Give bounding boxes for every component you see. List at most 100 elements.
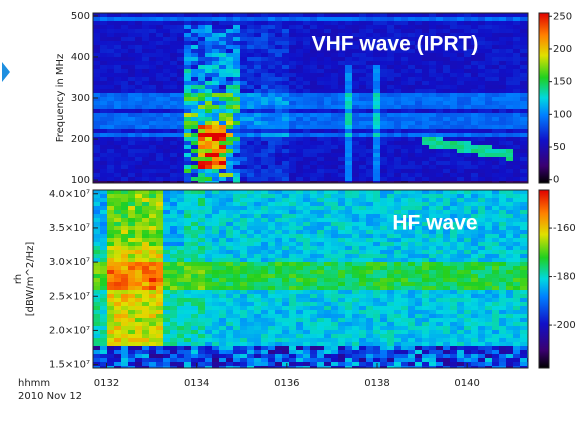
- spectrogram-cell: [352, 165, 359, 169]
- spectrogram-cell: [184, 206, 191, 210]
- spectrogram-cell: [520, 65, 527, 69]
- spectrogram-cell: [156, 125, 163, 129]
- spectrogram-cell: [170, 286, 177, 290]
- spectrogram-cell: [142, 330, 149, 334]
- spectrogram-cell: [282, 222, 289, 226]
- spectrogram-cell: [128, 234, 135, 238]
- spectrogram-cell: [436, 177, 443, 181]
- spectrogram-cell: [212, 214, 219, 218]
- spectrogram-cell: [156, 214, 163, 218]
- spectrogram-cell: [366, 258, 373, 262]
- spectrogram-cell: [121, 117, 128, 121]
- spectrogram-cell: [149, 246, 156, 250]
- spectrogram-cell: [128, 125, 135, 129]
- spectrogram-cell: [352, 41, 359, 45]
- spectrogram-cell: [499, 274, 506, 278]
- spectrogram-cell: [135, 254, 142, 258]
- spectrogram-cell: [107, 262, 114, 266]
- spectrogram-cell: [345, 282, 352, 286]
- spectrogram-cell: [310, 117, 317, 121]
- spectrogram-cell: [352, 53, 359, 57]
- spectrogram-cell: [317, 165, 324, 169]
- spectrogram-cell: [142, 169, 149, 173]
- spectrogram-cell: [100, 121, 107, 125]
- spectrogram-cell: [499, 298, 506, 302]
- spectrogram-cell: [324, 266, 331, 270]
- spectrogram-cell: [191, 133, 198, 137]
- spectrogram-cell: [135, 137, 142, 141]
- spectrogram-cell: [226, 322, 233, 326]
- spectrogram-cell: [163, 153, 170, 157]
- spectrogram-cell: [485, 133, 492, 137]
- spectrogram-cell: [415, 109, 422, 113]
- spectrogram-cell: [114, 198, 121, 202]
- spectrogram-cell: [163, 282, 170, 286]
- spectrogram-cell: [380, 310, 387, 314]
- spectrogram-cell: [422, 165, 429, 169]
- spectrogram-cell: [289, 318, 296, 322]
- spectrogram-cell: [506, 194, 513, 198]
- spectrogram-cell: [464, 125, 471, 129]
- spectrogram-cell: [177, 226, 184, 230]
- spectrogram-cell: [184, 81, 191, 85]
- spectrogram-cell: [240, 298, 247, 302]
- spectrogram-cell: [107, 310, 114, 314]
- spectrogram-cell: [198, 326, 205, 330]
- spectrogram-cell: [289, 322, 296, 326]
- spectrogram-cell: [331, 161, 338, 165]
- spectrogram-cell: [303, 278, 310, 282]
- spectrogram-cell: [443, 230, 450, 234]
- spectrogram-cell: [114, 222, 121, 226]
- spectrogram-cell: [408, 218, 415, 222]
- spectrogram-cell: [205, 133, 212, 137]
- spectrogram-cell: [275, 206, 282, 210]
- spectrogram-cell: [401, 254, 408, 258]
- spectrogram-cell: [219, 153, 226, 157]
- spectrogram-cell: [408, 13, 415, 17]
- spectrogram-cell: [457, 129, 464, 133]
- spectrogram-cell: [107, 314, 114, 318]
- spectrogram-cell: [471, 25, 478, 29]
- spectrogram-cell: [282, 101, 289, 105]
- spectrogram-cell: [226, 254, 233, 258]
- spectrogram-cell: [296, 314, 303, 318]
- spectrogram-cell: [506, 65, 513, 69]
- spectrogram-cell: [275, 105, 282, 109]
- spectrogram-cell: [296, 53, 303, 57]
- spectrogram-cell: [317, 330, 324, 334]
- spectrogram-cell: [142, 326, 149, 330]
- spectrogram-cell: [198, 254, 205, 258]
- spectrogram-cell: [478, 318, 485, 322]
- spectrogram-cell: [429, 210, 436, 214]
- spectrogram-cell: [338, 65, 345, 69]
- spectrogram-cell: [142, 141, 149, 145]
- spectrogram-cell: [261, 169, 268, 173]
- spectrogram-cell: [247, 161, 254, 165]
- spectrogram-cell: [436, 21, 443, 25]
- spectrogram-cell: [366, 246, 373, 250]
- spectrogram-cell: [345, 117, 352, 121]
- spectrogram-cell: [457, 258, 464, 262]
- spectrogram-cell: [142, 234, 149, 238]
- spectrogram-cell: [324, 198, 331, 202]
- spectrogram-cell: [149, 85, 156, 89]
- spectrogram-cell: [478, 262, 485, 266]
- spectrogram-cell: [443, 53, 450, 57]
- spectrogram-cell: [485, 242, 492, 246]
- spectrogram-cell: [205, 294, 212, 298]
- spectrogram-cell: [457, 181, 464, 183]
- spectrogram-cell: [394, 194, 401, 198]
- spectrogram-cell: [233, 65, 240, 69]
- spectrogram-cell: [170, 254, 177, 258]
- spectrogram-cell: [261, 262, 268, 266]
- spectrogram-cell: [457, 322, 464, 326]
- spectrogram-cell: [219, 210, 226, 214]
- spectrogram-cell: [114, 270, 121, 274]
- spectrogram-cell: [219, 33, 226, 37]
- spectrogram-cell: [436, 222, 443, 226]
- spectrogram-cell: [506, 322, 513, 326]
- spectrogram-cell: [282, 218, 289, 222]
- spectrogram-cell: [184, 53, 191, 57]
- spectrogram-cell: [135, 165, 142, 169]
- spectrogram-cell: [212, 57, 219, 61]
